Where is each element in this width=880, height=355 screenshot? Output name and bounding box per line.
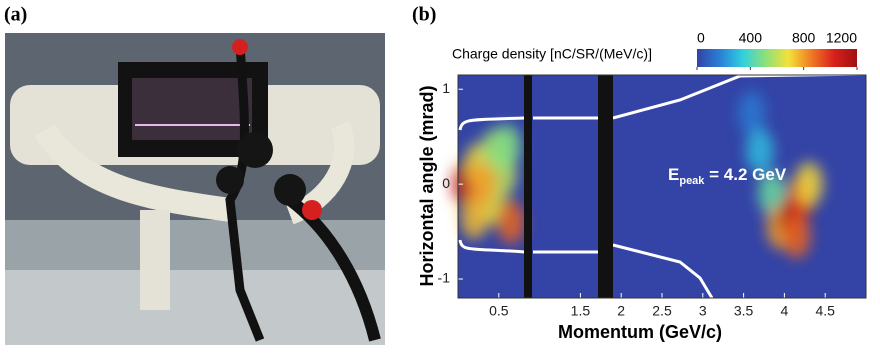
annotation-sub: peak — [679, 175, 705, 187]
panel-label: (b) — [412, 4, 436, 26]
heat-spot — [492, 124, 521, 169]
x-tick-label: 0.5 — [489, 303, 509, 319]
colorbar-tick-label: 0 — [697, 30, 705, 46]
blocker — [598, 75, 613, 298]
heat-spot — [782, 214, 811, 259]
heat — [452, 90, 823, 259]
x-tick-label: 3 — [699, 303, 707, 319]
annotation: Epeak = 4.2 GeV — [668, 165, 787, 186]
x-tick-label: 1.5 — [571, 303, 591, 319]
heat-spot — [468, 162, 497, 207]
blocker — [524, 75, 532, 298]
photo — [5, 33, 385, 345]
panel-label: (a) — [4, 4, 27, 26]
x-tick-label: 3.5 — [734, 303, 754, 319]
x-tick-label: 4 — [781, 303, 789, 319]
plot-frame — [457, 74, 867, 299]
y-tick-label: 1 — [442, 80, 450, 96]
x-axis-label: Momentum (GeV/c) — [558, 322, 722, 342]
heat-spot — [745, 128, 774, 173]
annotation-rest: = 4.2 GeV — [704, 165, 786, 184]
annotation-base: E — [668, 165, 679, 184]
y-axis-label: Horizontal angle (mrad) — [417, 85, 437, 286]
heat-spot — [794, 162, 823, 207]
plot: Epeak = 4.2 GeV — [452, 72, 867, 299]
colorbar-tick-label: 400 — [739, 30, 763, 46]
colorbar-tick-label: 1200 — [826, 30, 857, 46]
heat-spot — [758, 171, 787, 216]
heat-spot — [737, 90, 766, 135]
heat-spot — [497, 200, 526, 245]
x-tick-label: 2 — [617, 303, 625, 319]
colorbar-tick-label: 800 — [792, 30, 816, 46]
x-tick-label: 4.5 — [815, 303, 835, 319]
y-tick-label: -1 — [438, 270, 451, 286]
colorbar — [697, 49, 857, 67]
colorbar-title: Charge density [nC/SR/(MeV/c)] — [452, 46, 652, 62]
y-tick-label: 0 — [442, 175, 450, 191]
x-tick-label: 2.5 — [652, 303, 672, 319]
acceptance-line — [458, 72, 867, 299]
heat-spot — [460, 195, 489, 240]
